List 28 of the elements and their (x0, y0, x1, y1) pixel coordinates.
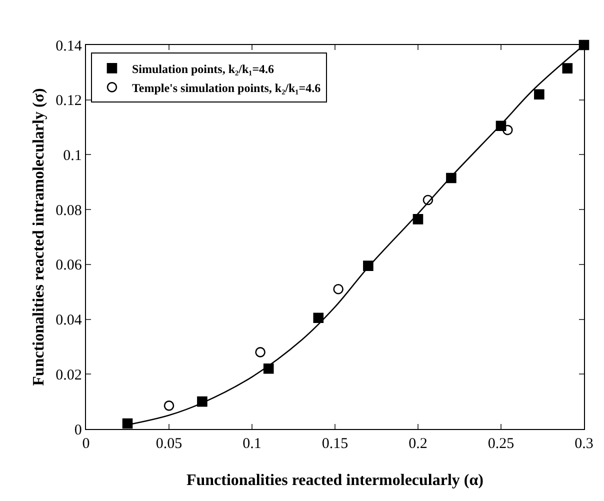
y-tick-label: 0 (74, 422, 82, 438)
x-tick-label: 0.3 (574, 436, 594, 452)
point (333, 284, 344, 294)
legend-label: Temple's simulation points, k₂/k₁=4.6 (132, 80, 321, 95)
point (422, 194, 434, 206)
x-tick-label: 0.2 (408, 436, 428, 452)
x-tick-label: 0.25 (488, 436, 514, 452)
point (534, 89, 544, 100)
x-axis-title: Functionalities reacted intermolecularly (α) (186, 472, 484, 489)
x-tick-label: 0.1 (242, 436, 262, 452)
point (263, 364, 274, 374)
point (164, 400, 174, 411)
y-tick-label: 0.04 (56, 312, 82, 329)
y-tick-label: 0.1 (63, 148, 82, 164)
y-tick-label: 0.14 (56, 38, 82, 54)
x-tick-label: 0.15 (322, 436, 348, 452)
legend-label: Simulation points, k₂/k₁=4.6 (132, 62, 274, 76)
y-tick-label: 0.02 (56, 367, 82, 384)
point (412, 214, 424, 224)
point (502, 124, 513, 136)
point (255, 347, 266, 358)
x-tick-label: 0.05 (156, 436, 182, 452)
y-axis-title: Functionalities reacted intramolecularly (σ) (30, 88, 48, 386)
y-tick-label: 0.08 (56, 202, 82, 219)
point (562, 63, 573, 74)
point (313, 312, 324, 324)
y-tick-label: 0.12 (56, 93, 82, 110)
y-tick-label: 0.06 (56, 258, 82, 274)
